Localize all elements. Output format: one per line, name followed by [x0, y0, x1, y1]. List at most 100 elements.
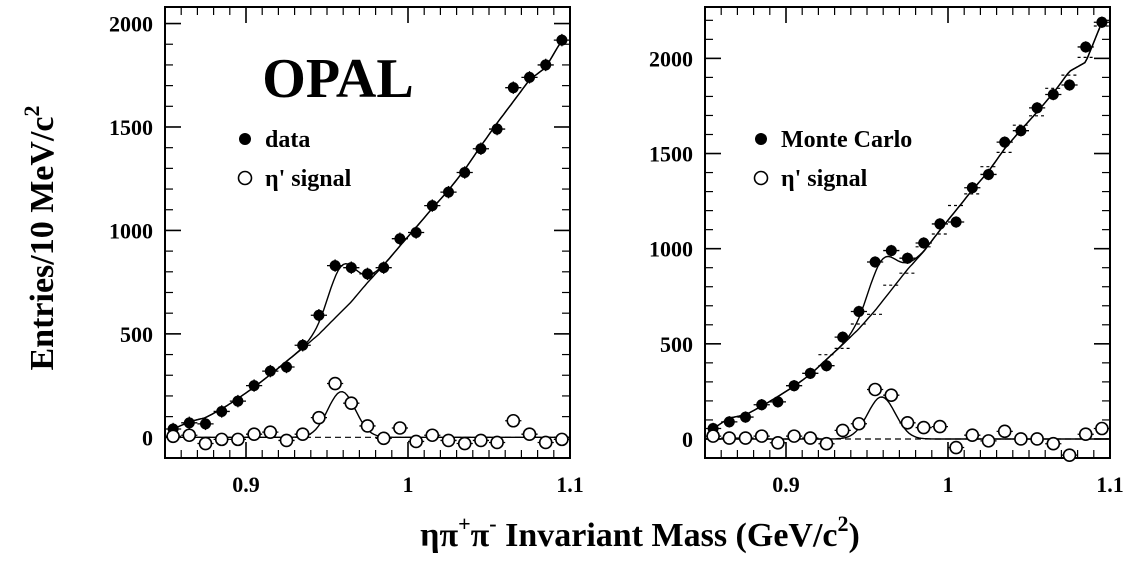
y-axis-title: Entries/10 MeV/c2: [19, 106, 61, 371]
legend-marker-filled: [239, 133, 251, 145]
x-tick-label: 1.1: [1096, 472, 1124, 497]
x-axis-title-part-1: +: [458, 511, 471, 536]
data-point-filled: [853, 305, 865, 317]
legend-label: Monte Carlo: [781, 127, 912, 153]
data-point-open: [738, 431, 753, 445]
data-point-open: [1062, 448, 1077, 462]
x-tick-label: 0.9: [772, 472, 800, 497]
data-point-filled: [1064, 79, 1075, 91]
data-point-open: [328, 376, 342, 391]
data-point-filled: [426, 200, 438, 212]
y-tick-label: 2000: [109, 12, 153, 37]
data-point-open: [231, 432, 245, 447]
total-fit-curve: [712, 21, 1103, 430]
data-point-filled: [362, 268, 373, 280]
data-point-filled: [443, 186, 454, 198]
plot-frame: [704, 6, 1111, 459]
data-point-open: [933, 419, 947, 434]
x-tick-label: 1: [943, 472, 954, 497]
data-point-filled: [183, 417, 195, 429]
data-point-filled: [804, 367, 816, 379]
data-point-filled: [459, 167, 471, 179]
x-tick-label: 0.9: [232, 472, 260, 497]
data-point-open: [198, 436, 213, 451]
experiment-label: OPAL: [262, 48, 413, 110]
data-point-open: [166, 429, 180, 444]
data-point-open: [997, 424, 1012, 439]
data-point-filled: [378, 262, 390, 274]
data-point-open: [360, 419, 375, 433]
legend-marker-filled: [755, 133, 767, 145]
data-point-filled: [950, 216, 962, 228]
data-point-filled: [756, 399, 768, 411]
y-tick-label: 0: [142, 425, 153, 450]
legend-label: η' signal: [265, 166, 352, 192]
data-point-filled: [329, 260, 341, 272]
data-point-open: [457, 436, 472, 451]
data-point-open: [376, 431, 391, 446]
data-point-open: [706, 429, 720, 443]
right-panel: 0.9 1 1.1 0 500 1000 1500 2000 Monte Carlo η' sig…: [649, 6, 1124, 497]
data-point-open: [182, 428, 197, 443]
data-point-filled: [740, 411, 751, 423]
data-point-open: [819, 436, 834, 451]
data-point-filled: [1031, 102, 1043, 114]
y-tick-label: 1000: [649, 237, 693, 262]
data-point-open: [441, 433, 456, 448]
data-point-open: [722, 431, 737, 445]
data-point-filled: [772, 396, 784, 408]
data-point-open: [214, 432, 229, 447]
y-axis-title-text: Entries/10 MeV/c: [24, 117, 61, 371]
data-point-filled: [966, 182, 978, 194]
data-point-open: [916, 420, 931, 435]
data-point-open: [538, 435, 553, 450]
data-point-open: [1095, 421, 1109, 436]
data-point-filled: [837, 331, 849, 343]
data-point-open: [344, 396, 359, 410]
data-point-filled: [869, 256, 881, 268]
x-axis-title-part-6: ): [849, 517, 860, 554]
data-point-open: [295, 427, 310, 442]
data-point-filled: [264, 365, 276, 377]
data-point-open: [981, 434, 996, 448]
legend-marker-open: [753, 170, 769, 186]
y-tick-label: 1500: [649, 142, 693, 167]
data-point-filled: [410, 227, 422, 238]
data-point-filled: [1047, 89, 1059, 101]
data-point-open: [949, 440, 963, 455]
data-point-open: [1046, 436, 1061, 451]
y-tick-label: 0: [682, 427, 693, 452]
left-panel: 0.9 1 1.1 0 500 1000 1500 2000 data η' signal: [109, 6, 584, 497]
x-tick-label: 1.1: [556, 472, 584, 497]
data-point-filled: [934, 218, 946, 230]
data-point-open: [852, 416, 866, 431]
y-tick-label: 1500: [109, 115, 153, 140]
data-point-filled: [788, 380, 800, 392]
data-point-open: [868, 382, 882, 397]
data-point-filled: [248, 380, 260, 392]
data-point-filled: [1096, 16, 1108, 28]
data-point-open: [1030, 432, 1044, 446]
data-point-filled: [232, 395, 244, 407]
data-point-open: [312, 410, 326, 425]
data-point-open: [835, 423, 850, 438]
data-point-filled: [345, 262, 357, 274]
data-point-filled: [281, 361, 292, 373]
data-point-filled: [1015, 125, 1027, 137]
data-point-open: [474, 433, 488, 448]
data-point-filled: [902, 252, 913, 264]
data-point-filled: [1080, 41, 1092, 53]
y-tick-label: 2000: [649, 46, 693, 71]
data-point-open: [965, 428, 980, 442]
data-point-open: [803, 431, 818, 445]
data-point-filled: [821, 360, 832, 372]
x-axis-title-part-0: ηπ: [420, 517, 458, 554]
y-tick-label: 500: [660, 332, 693, 357]
data-point-open: [409, 434, 423, 449]
data-point-open: [787, 429, 801, 443]
x-axis-title: ηπ+π- Invariant Mass (GeV/c2): [420, 511, 860, 554]
data-point-filled: [918, 237, 930, 249]
legend-label: data: [265, 127, 310, 153]
data-point-open: [393, 421, 407, 435]
